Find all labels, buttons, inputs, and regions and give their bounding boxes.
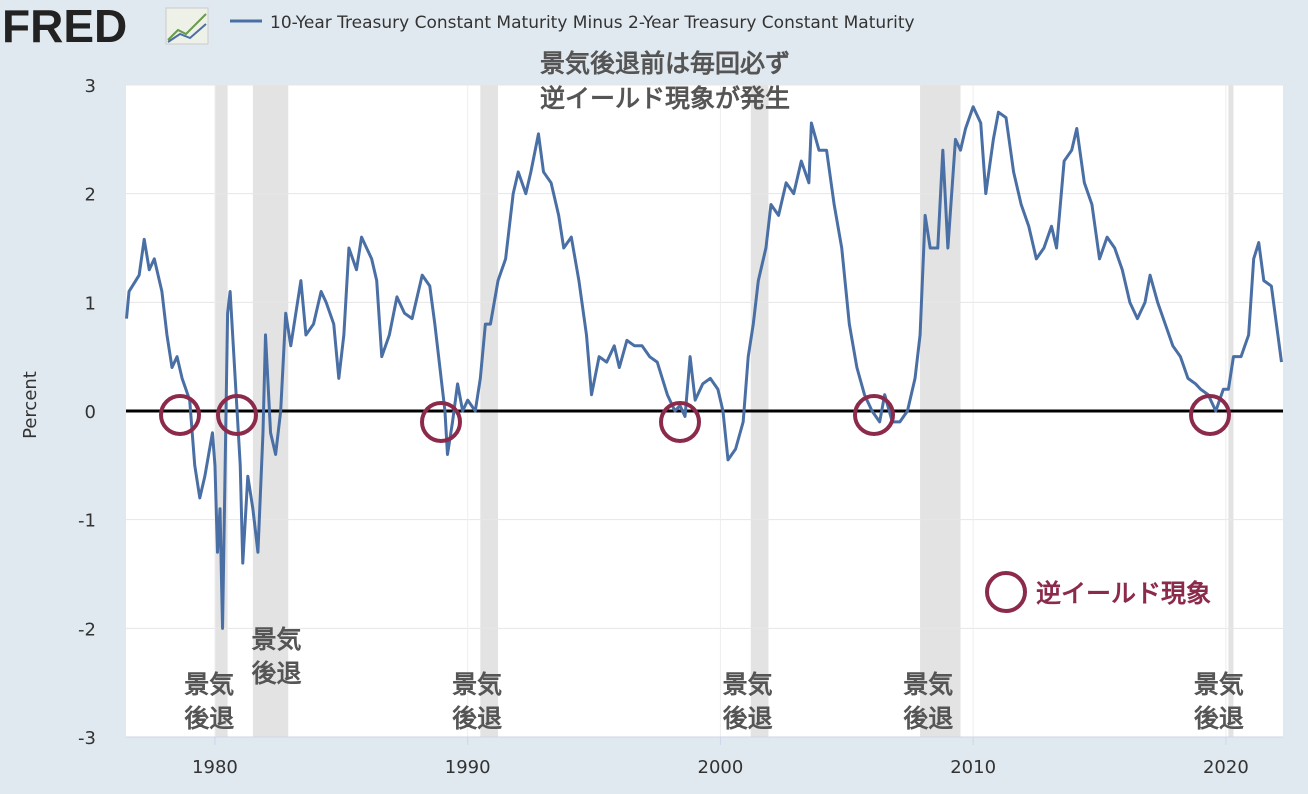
data-line — [125, 105, 1283, 630]
recession-label: 景気 — [723, 670, 773, 699]
recession-label: 後退 — [452, 704, 502, 733]
legend-circle — [985, 571, 1027, 613]
recession-label: 後退 — [184, 704, 234, 733]
inversion-circles — [159, 394, 1231, 613]
inversion-circle — [659, 401, 701, 443]
y-tick-label: 2 — [85, 185, 96, 206]
legend-label: 10-Year Treasury Constant Maturity Minus… — [270, 13, 915, 33]
y-tick-label: 3 — [85, 76, 96, 97]
logo[interactable]: FRED — [2, 0, 127, 52]
recession-label: 景気 — [903, 670, 953, 699]
inversion-circle — [853, 394, 895, 436]
recession-label: 景気 — [184, 670, 234, 699]
recession-label: 景気 — [1194, 670, 1244, 699]
recession-label: 景気 — [252, 625, 302, 654]
legend-marker-label: 逆イールド現象 — [1036, 579, 1211, 608]
y-tick-label: -3 — [78, 728, 96, 749]
y-tick-label: -1 — [78, 511, 96, 532]
recession-label: 後退 — [903, 704, 953, 733]
x-tick-label: 1980 — [192, 757, 238, 778]
inversion-circle — [420, 401, 462, 443]
recession-label: 景気 — [452, 670, 502, 699]
inversion-circle — [1189, 394, 1231, 436]
x-tick-label: 2000 — [698, 757, 744, 778]
recession-label: 後退 — [723, 704, 773, 733]
x-tick-label: 2010 — [950, 757, 996, 778]
inversion-circle — [159, 394, 201, 436]
recession-label: 後退 — [252, 659, 302, 688]
inversion-circle — [216, 394, 258, 436]
note: 逆イールド現象が発生 — [540, 84, 790, 113]
y-tick-label: 0 — [85, 402, 96, 423]
y-axis-label: Percent — [20, 371, 41, 439]
y-tick-label: -2 — [78, 619, 96, 640]
x-tick-label: 1990 — [445, 757, 491, 778]
y-tick-label: 1 — [85, 293, 96, 314]
x-tick-label: 2020 — [1203, 757, 1249, 778]
recession-label: 後退 — [1194, 704, 1244, 733]
note: 景気後退前は毎回必ず — [540, 49, 790, 78]
logo-icon — [165, 7, 209, 45]
